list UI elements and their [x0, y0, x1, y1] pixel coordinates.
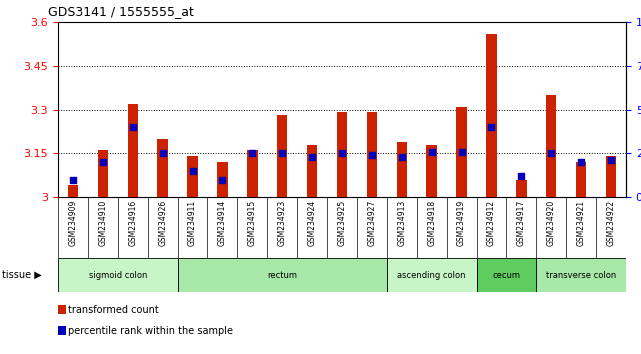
- Point: [128, 124, 138, 130]
- Bar: [487, 34, 497, 197]
- Point: [367, 152, 377, 158]
- Point: [187, 168, 197, 173]
- Text: GSM234919: GSM234919: [457, 200, 466, 246]
- Bar: [68, 185, 78, 197]
- Bar: [426, 144, 437, 197]
- Point: [68, 177, 78, 182]
- Text: percentile rank within the sample: percentile rank within the sample: [68, 326, 233, 336]
- Point: [97, 159, 108, 165]
- Point: [546, 150, 556, 156]
- Point: [606, 158, 616, 163]
- Bar: [178, 258, 387, 292]
- Bar: [97, 150, 108, 197]
- Text: GSM234925: GSM234925: [338, 200, 347, 246]
- Bar: [307, 144, 317, 197]
- Text: GSM234912: GSM234912: [487, 200, 496, 246]
- Point: [456, 149, 467, 154]
- Text: sigmoid colon: sigmoid colon: [88, 270, 147, 280]
- Text: GSM234918: GSM234918: [427, 200, 436, 246]
- Bar: [277, 115, 287, 197]
- Bar: [456, 107, 467, 197]
- Text: GSM234920: GSM234920: [547, 200, 556, 246]
- Point: [576, 159, 587, 165]
- Text: GSM234927: GSM234927: [367, 200, 376, 246]
- Point: [426, 149, 437, 154]
- Text: GSM234922: GSM234922: [606, 200, 615, 246]
- Bar: [516, 179, 527, 197]
- Text: GSM234926: GSM234926: [158, 200, 167, 246]
- Text: GSM234911: GSM234911: [188, 200, 197, 246]
- Bar: [476, 258, 537, 292]
- Bar: [546, 95, 556, 197]
- Bar: [187, 156, 198, 197]
- Text: GSM234914: GSM234914: [218, 200, 227, 246]
- Text: GDS3141 / 1555555_at: GDS3141 / 1555555_at: [48, 5, 194, 18]
- Text: GSM234917: GSM234917: [517, 200, 526, 246]
- Bar: [387, 258, 476, 292]
- Point: [487, 124, 497, 130]
- Text: GSM234916: GSM234916: [128, 200, 137, 246]
- Bar: [128, 104, 138, 197]
- Text: ascending colon: ascending colon: [397, 270, 466, 280]
- Text: transverse colon: transverse colon: [546, 270, 616, 280]
- Bar: [247, 150, 258, 197]
- Text: GSM234924: GSM234924: [308, 200, 317, 246]
- Point: [158, 150, 168, 156]
- Bar: [158, 139, 168, 197]
- Point: [307, 154, 317, 160]
- Bar: [606, 156, 616, 197]
- Text: cecum: cecum: [492, 270, 520, 280]
- Text: transformed count: transformed count: [68, 305, 159, 315]
- Text: GSM234921: GSM234921: [577, 200, 586, 246]
- Text: GSM234910: GSM234910: [98, 200, 107, 246]
- Bar: [576, 162, 587, 197]
- Point: [397, 154, 407, 160]
- Point: [247, 150, 258, 156]
- Point: [337, 150, 347, 156]
- Text: GSM234913: GSM234913: [397, 200, 406, 246]
- Point: [217, 177, 228, 182]
- Point: [516, 173, 526, 179]
- Text: GSM234909: GSM234909: [69, 200, 78, 246]
- Bar: [367, 113, 377, 197]
- Text: GSM234915: GSM234915: [248, 200, 257, 246]
- Bar: [337, 113, 347, 197]
- Bar: [58, 258, 178, 292]
- Point: [277, 150, 287, 156]
- Text: tissue ▶: tissue ▶: [2, 270, 42, 280]
- Bar: [217, 162, 228, 197]
- Bar: [537, 258, 626, 292]
- Text: GSM234923: GSM234923: [278, 200, 287, 246]
- Text: rectum: rectum: [267, 270, 297, 280]
- Bar: [397, 142, 407, 197]
